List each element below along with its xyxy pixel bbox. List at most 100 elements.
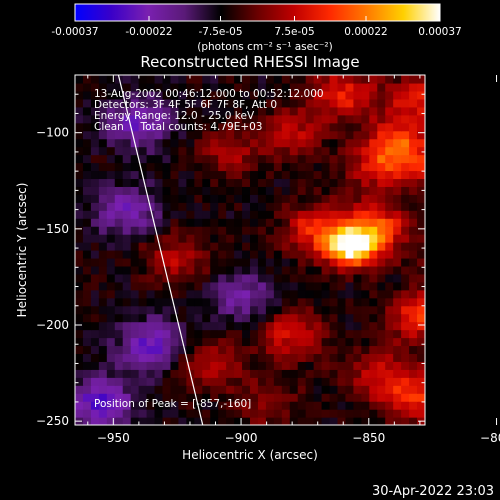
heatmap-cell bbox=[218, 226, 227, 235]
heatmap-cell bbox=[114, 146, 124, 156]
heatmap-cell bbox=[377, 361, 386, 370]
heatmap-cell bbox=[305, 250, 315, 259]
heatmap-cell bbox=[226, 170, 235, 180]
heatmap-cell bbox=[250, 82, 259, 92]
heatmap-cell bbox=[202, 313, 211, 323]
heatmap-cell bbox=[186, 106, 195, 116]
heatmap-cell bbox=[321, 90, 331, 100]
heatmap-cell bbox=[178, 409, 187, 418]
heatmap-cell bbox=[242, 146, 251, 156]
heatmap-cell bbox=[234, 289, 243, 299]
heatmap-cell bbox=[242, 114, 251, 124]
heatmap-cell bbox=[242, 361, 251, 370]
heatmap-cell bbox=[265, 297, 275, 307]
heatmap-cell bbox=[257, 218, 267, 227]
heatmap-cell bbox=[154, 321, 164, 331]
heatmap-cell bbox=[202, 194, 211, 203]
heatmap-cell bbox=[265, 329, 275, 339]
heatmap-cell bbox=[210, 90, 219, 100]
heatmap-cell bbox=[178, 226, 187, 235]
heatmap-cell bbox=[82, 178, 92, 187]
heatmap-cell bbox=[313, 162, 323, 172]
heatmap-cell bbox=[114, 297, 124, 307]
heatmap-cell bbox=[114, 178, 124, 187]
heatmap-cell bbox=[210, 385, 219, 394]
heatmap-cell bbox=[401, 281, 410, 291]
heatmap-cell bbox=[242, 313, 251, 323]
heatmap-cell bbox=[178, 273, 187, 283]
heatmap-cell bbox=[170, 273, 180, 283]
heatmap-cell bbox=[250, 321, 259, 331]
heatmap-cell bbox=[146, 337, 156, 347]
heatmap-cell bbox=[369, 90, 378, 100]
heatmap-cell bbox=[329, 265, 339, 275]
heatmap-cell bbox=[393, 170, 402, 180]
heatmap-cell bbox=[194, 162, 203, 172]
heatmap-cell bbox=[385, 98, 394, 108]
heatmap-cell bbox=[154, 106, 164, 116]
heatmap-cell bbox=[162, 401, 172, 410]
heatmap-cell bbox=[75, 257, 84, 267]
heatmap-cell bbox=[337, 138, 347, 148]
heatmap-cell bbox=[146, 226, 156, 235]
heatmap-cell bbox=[138, 114, 148, 124]
heatmap-cell bbox=[329, 273, 339, 283]
heatmap-cell bbox=[98, 234, 108, 243]
heatmap-cell bbox=[154, 257, 164, 267]
heatmap-cell bbox=[138, 234, 148, 243]
heatmap-cell bbox=[130, 75, 140, 84]
heatmap-cell bbox=[226, 417, 235, 425]
heatmap-cell bbox=[321, 138, 331, 148]
heatmap-cell bbox=[337, 361, 347, 370]
heatmap-cell bbox=[202, 146, 211, 156]
heatmap-cell bbox=[98, 114, 108, 124]
heatmap-cell bbox=[409, 305, 418, 315]
heatmap-cell bbox=[75, 321, 84, 331]
heatmap-cell bbox=[329, 75, 339, 84]
heatmap-cell bbox=[321, 393, 331, 402]
heatmap-cell bbox=[345, 265, 355, 275]
heatmap-cell bbox=[114, 170, 124, 180]
heatmap-cell bbox=[385, 162, 394, 172]
heatmap-cell bbox=[170, 194, 180, 203]
heatmap-cell bbox=[82, 234, 92, 243]
heatmap-cell bbox=[106, 122, 116, 132]
heatmap-cell bbox=[257, 130, 267, 140]
heatmap-cell bbox=[281, 202, 291, 211]
heatmap-cell bbox=[321, 417, 331, 425]
heatmap-cell bbox=[82, 345, 92, 355]
heatmap-cell bbox=[138, 401, 148, 410]
heatmap-cell bbox=[90, 75, 100, 84]
heatmap-cell bbox=[178, 401, 187, 410]
heatmap-cell bbox=[250, 265, 259, 275]
heatmap-cell bbox=[313, 138, 323, 148]
heatmap-cell bbox=[393, 417, 402, 425]
heatmap-cell bbox=[321, 345, 331, 355]
heatmap-cell bbox=[226, 114, 235, 124]
heatmap-cell bbox=[281, 138, 291, 148]
heatmap-cell bbox=[393, 329, 402, 339]
heatmap-cell bbox=[289, 250, 299, 259]
heatmap-cell bbox=[393, 353, 402, 362]
heatmap-cell bbox=[417, 289, 425, 299]
heatmap-cell bbox=[146, 234, 156, 243]
heatmap-cell bbox=[242, 409, 251, 418]
heatmap-cell bbox=[218, 297, 227, 307]
heatmap-cell bbox=[218, 194, 227, 203]
heatmap-cell bbox=[393, 154, 402, 164]
heatmap-cell bbox=[170, 409, 180, 418]
heatmap-cell bbox=[242, 369, 251, 378]
heatmap-cell bbox=[242, 265, 251, 275]
heatmap-cell bbox=[234, 377, 243, 386]
heatmap-cell bbox=[154, 114, 164, 124]
heatmap-cell bbox=[202, 345, 211, 355]
heatmap-cell bbox=[122, 273, 132, 283]
heatmap-cell bbox=[122, 114, 132, 124]
heatmap-cell bbox=[154, 82, 164, 92]
heatmap-cell bbox=[321, 82, 331, 92]
heatmap-cell bbox=[377, 242, 386, 251]
heatmap-cell bbox=[401, 218, 410, 227]
heatmap-cell bbox=[75, 337, 84, 347]
heatmap-cell bbox=[369, 218, 378, 227]
heatmap-cell bbox=[361, 242, 370, 251]
